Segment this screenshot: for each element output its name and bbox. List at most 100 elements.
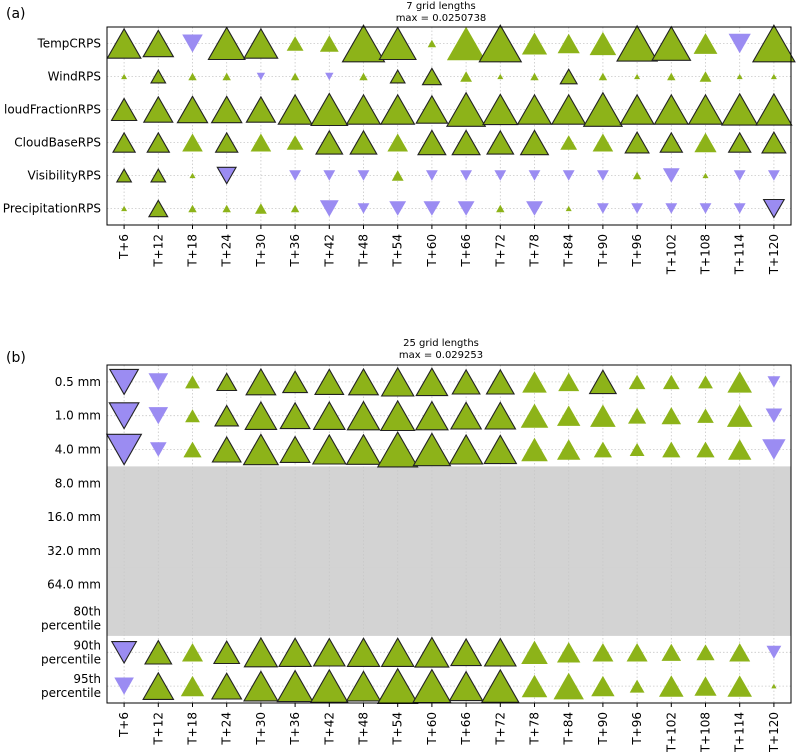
x-tick-label: T+78 (528, 712, 542, 746)
marker-triangle-down (105, 433, 143, 466)
marker-triangle-up (185, 375, 200, 389)
marker-triangle-up (662, 441, 681, 458)
marker-triangle-up (346, 400, 381, 431)
marker-triangle-up (448, 433, 484, 465)
marker-triangle-up (376, 430, 419, 468)
marker-triangle-up (359, 72, 368, 81)
marker-triangle-up (565, 205, 572, 212)
x-tick-label: T+36 (288, 712, 302, 746)
marker-triangle-up (497, 73, 504, 80)
x-tick-label: T+108 (699, 712, 713, 752)
marker-triangle-up (589, 31, 617, 56)
plot-frame (106, 364, 792, 704)
marker-triangle-up (389, 68, 406, 84)
marker-triangle-up (150, 68, 167, 84)
marker-triangle-up (345, 93, 382, 125)
marker-triangle-up (496, 204, 505, 213)
marker-triangle-up (144, 639, 173, 665)
marker-triangle-up (380, 637, 415, 667)
marker-triangle-up (619, 93, 655, 125)
marker-triangle-up (255, 203, 267, 214)
marker-triangle-up (189, 172, 196, 179)
panel-b-subtitle: max = 0.029253 (399, 350, 483, 361)
marker-triangle-up (736, 73, 743, 80)
x-tick-label: T+90 (596, 712, 610, 746)
marker-triangle-up (460, 71, 472, 82)
x-tick-label: T+18 (186, 712, 200, 746)
marker-triangle-down (457, 201, 475, 216)
x-tick-label: T+120 (767, 234, 781, 275)
marker-triangle-down (662, 168, 680, 183)
marker-triangle-up (530, 72, 539, 81)
marker-triangle-up (412, 432, 452, 467)
marker-triangle-up (277, 93, 313, 125)
row-label: 16.0 mm (47, 510, 101, 524)
x-tick-label: T+60 (425, 712, 439, 746)
marker-triangle-up (188, 204, 197, 213)
marker-triangle-down (325, 72, 334, 81)
marker-triangle-up (243, 27, 279, 59)
marker-triangle-up (276, 669, 314, 703)
marker-triangle-down (114, 677, 134, 695)
marker-triangle-up (182, 643, 203, 662)
x-tick-label: T+30 (254, 234, 268, 268)
marker-triangle-up (761, 130, 787, 154)
marker-triangle-up (214, 131, 239, 153)
row-label: 8.0 mm (55, 476, 101, 490)
marker-triangle-up (593, 441, 612, 458)
row-label: 90th percentile (41, 638, 101, 666)
marker-triangle-up (244, 400, 278, 430)
missing-data-row (107, 466, 791, 501)
marker-triangle-down (528, 170, 541, 181)
x-tick-label: T+24 (220, 712, 234, 746)
marker-triangle-up (521, 437, 548, 462)
marker-triangle-up (183, 441, 202, 458)
marker-triangle-down (108, 368, 140, 396)
marker-triangle-up (661, 643, 682, 661)
missing-data-row (107, 567, 791, 603)
marker-triangle-up (667, 72, 676, 81)
marker-triangle-up (634, 73, 641, 80)
marker-triangle-up (180, 675, 205, 697)
marker-triangle-up (414, 636, 450, 668)
marker-triangle-down (289, 170, 301, 181)
marker-triangle-up (694, 132, 717, 153)
marker-triangle-down (182, 34, 203, 53)
marker-triangle-up (451, 129, 481, 156)
marker-triangle-up (451, 368, 481, 395)
marker-triangle-up (380, 366, 415, 397)
marker-triangle-up (557, 405, 581, 426)
marker-triangle-up (319, 35, 339, 52)
marker-triangle-up (663, 374, 680, 390)
marker-triangle-up (696, 644, 715, 661)
marker-triangle-down (597, 170, 609, 181)
marker-triangle-up (449, 401, 483, 430)
panel-b: (b) 25 grid lengths max = 0.029253 0.5 m… (6, 338, 792, 752)
marker-triangle-up (588, 369, 618, 395)
marker-triangle-up (720, 92, 759, 126)
marker-triangle-down (768, 170, 780, 181)
marker-triangle-down (256, 72, 266, 81)
marker-triangle-up (726, 404, 753, 427)
marker-triangle-up (483, 434, 518, 465)
marker-triangle-up (560, 135, 578, 150)
x-tick-label: T+114 (733, 234, 747, 275)
x-tick-label: T+108 (699, 234, 713, 275)
marker-triangle-up (290, 72, 300, 81)
row-label: 80th percentile (41, 605, 101, 633)
marker-triangle-down (765, 408, 783, 423)
marker-triangle-up (115, 167, 133, 183)
missing-data-row (107, 500, 791, 535)
marker-triangle-up (391, 170, 404, 181)
marker-triangle-up (616, 24, 659, 62)
marker-triangle-up (632, 171, 642, 180)
panel-b-plot: 0.5 mm 1.0 mm 4.0 mm 8.0 mm 16.0 mm 32.0 mm 64… (41, 364, 792, 752)
marker-triangle-up (727, 675, 752, 697)
marker-triangle-up (653, 93, 690, 125)
x-tick-label: T+84 (562, 712, 576, 746)
marker-triangle-up (309, 668, 349, 703)
marker-triangle-up (212, 639, 241, 665)
marker-triangle-up (110, 97, 138, 122)
x-tick-label: T+30 (254, 712, 268, 746)
marker-triangle-up (521, 32, 548, 55)
